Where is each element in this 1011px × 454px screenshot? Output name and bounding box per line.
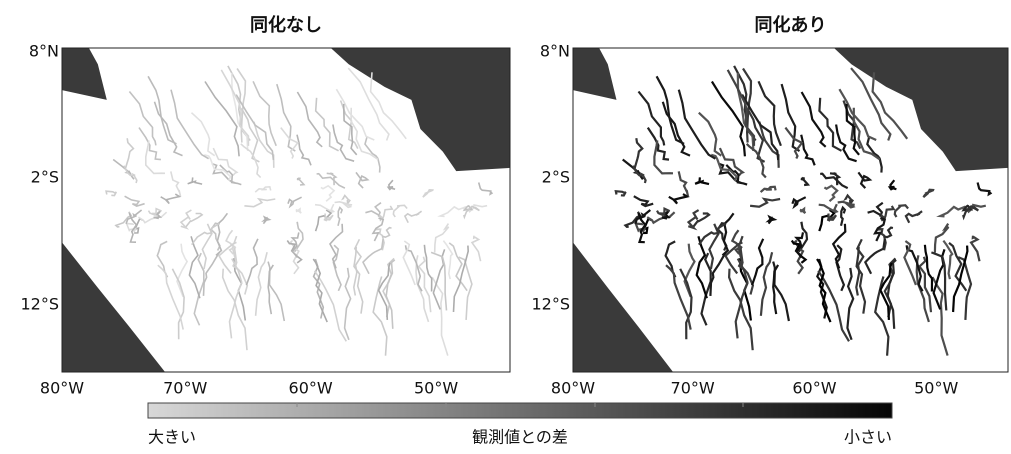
- lat-label: 8°N: [540, 42, 570, 61]
- lat-label: 8°N: [29, 42, 59, 61]
- lat-label: 2°S: [31, 168, 59, 187]
- panel-title: 同化あり: [755, 14, 827, 36]
- lon-label: 70°W: [163, 379, 207, 398]
- map-panel: 同化あり 8°N 2°S 12°S 80°W 70°W 60°W 50°W: [531, 14, 1008, 398]
- panel-title: 同化なし: [250, 14, 322, 36]
- lat-label: 2°S: [542, 168, 570, 187]
- lat-label: 12°S: [20, 295, 59, 314]
- colorbar-label: 観測値との差: [472, 428, 568, 447]
- lon-label: 70°W: [671, 379, 715, 398]
- lon-label: 80°W: [551, 379, 595, 398]
- lat-label: 12°S: [531, 295, 570, 314]
- colorbar: [148, 403, 892, 418]
- lon-label: 60°W: [289, 379, 333, 398]
- lon-label: 80°W: [40, 379, 84, 398]
- colorbar-right-label: 小さい: [844, 428, 892, 447]
- map-panel: 同化なし 8°N 2°S 12°S 80°W 70°W 60°W 50°W: [20, 14, 510, 398]
- colorbar-left-label: 大きい: [148, 428, 196, 447]
- lon-label: 50°W: [414, 379, 458, 398]
- lon-label: 60°W: [792, 379, 836, 398]
- figure: 同化なし 8°N 2°S 12°S 80°W 70°W 60°W 50°W 同化あり 8°N 2°S…: [0, 0, 1011, 450]
- lon-label: 50°W: [914, 379, 958, 398]
- maps: 同化なし 8°N 2°S 12°S 80°W 70°W 60°W 50°W 同化あり 8°N 2°S…: [20, 14, 1008, 398]
